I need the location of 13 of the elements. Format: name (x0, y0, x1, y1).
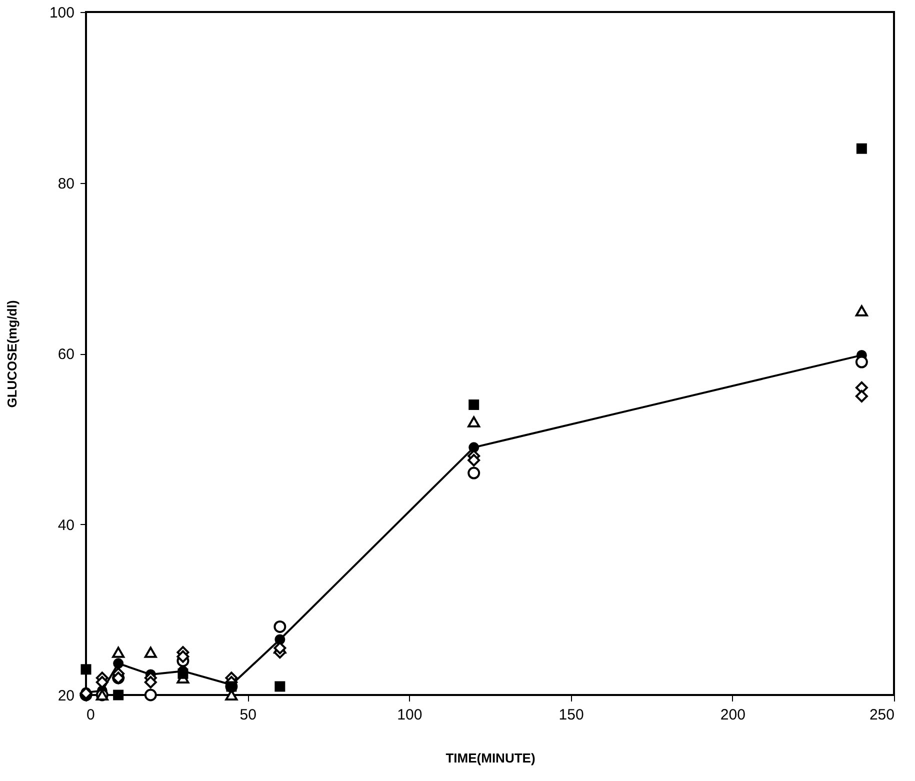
x-tick-label: 250 (869, 706, 894, 724)
y-tick-label: 20 (58, 688, 74, 704)
x-tick-label: 150 (558, 706, 584, 724)
x-axis-title: TIME(MINUTE) (446, 750, 536, 766)
x-tick-label: 0 (86, 706, 95, 724)
y-tick-label: 100 (49, 4, 74, 22)
x-tick-label: 100 (397, 706, 422, 724)
y-tick-label: 80 (58, 175, 74, 192)
x-tick-label: 200 (720, 706, 746, 724)
y-axis-title: GLUCOSE(mg/dl) (4, 300, 20, 408)
y-tick-label: 60 (58, 346, 74, 363)
x-tick-label: 50 (240, 706, 256, 724)
y-tick-label: 40 (58, 516, 74, 534)
